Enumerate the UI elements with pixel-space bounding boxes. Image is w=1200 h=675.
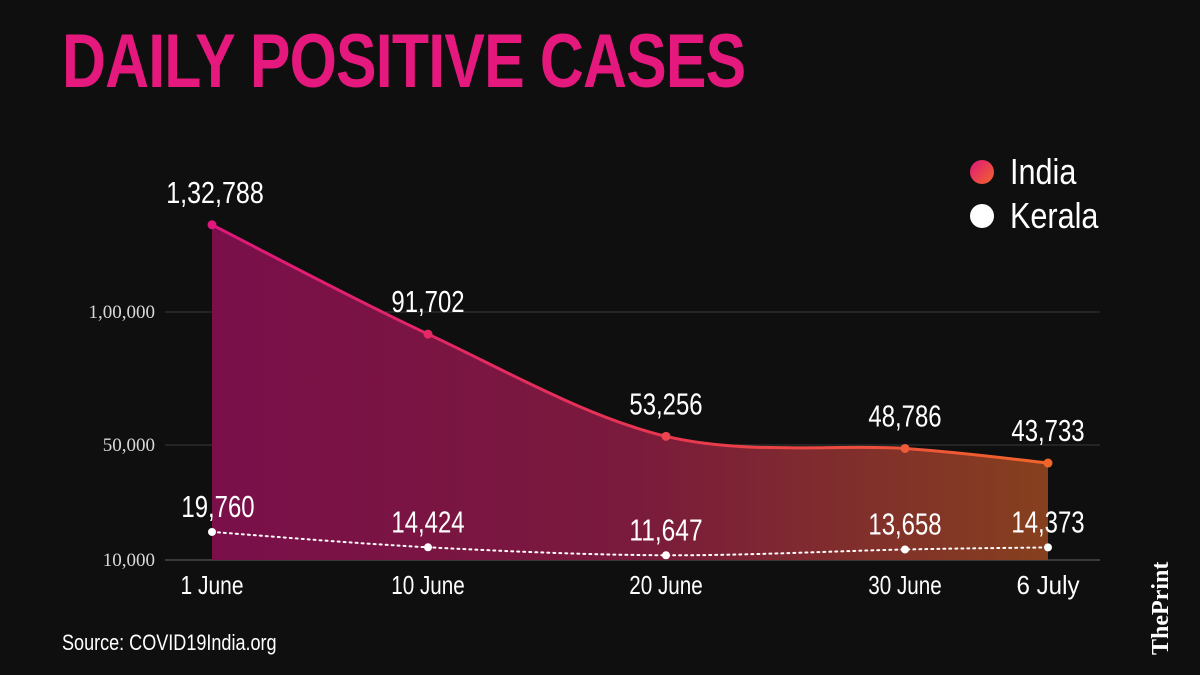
- india-data-label: 53,256: [629, 386, 702, 421]
- kerala-series-line: [211, 530, 1049, 557]
- y-axis: 10,000 50,000 1,00,000: [89, 302, 156, 571]
- data-labels: 1,32,788 91,702 53,256 48,786 43,733 19,760 14…: [166, 175, 1084, 547]
- india-data-label: 43,733: [1011, 413, 1084, 448]
- x-axis: 1 June 10 June 20 June 30 June 6 July: [181, 570, 1080, 600]
- india-data-label: 48,786: [868, 398, 941, 433]
- x-tick-label: 10 June: [391, 570, 465, 600]
- kerala-point: [424, 543, 432, 552]
- kerala-point: [901, 545, 909, 554]
- india-point: [661, 431, 671, 441]
- legend-item-kerala: Kerala: [970, 194, 1114, 238]
- source-note: Source: COVID19India.org: [62, 630, 277, 655]
- series-lines: [211, 223, 1049, 557]
- india-data-label: 91,702: [391, 284, 464, 319]
- legend-label-kerala: Kerala: [1010, 195, 1099, 236]
- x-tick-label: 1 June: [181, 570, 244, 600]
- y-tick-label: 50,000: [103, 435, 155, 456]
- kerala-data-label: 19,760: [181, 489, 254, 524]
- chart-title: DAILY POSITIVE CASES: [62, 19, 746, 104]
- x-tick-label: 30 June: [868, 570, 942, 600]
- legend: India Kerala: [970, 150, 1114, 238]
- legend-item-india: India: [970, 150, 1114, 194]
- india-point: [900, 443, 910, 453]
- y-tick-label: 1,00,000: [89, 302, 156, 323]
- kerala-data-label: 14,373: [1011, 504, 1084, 539]
- x-tick-label: 6 July: [1017, 570, 1080, 600]
- kerala-data-label: 11,647: [629, 512, 702, 547]
- data-points: [207, 220, 1053, 560]
- kerala-point: [662, 551, 670, 560]
- india-area: [212, 224, 1048, 560]
- legend-swatch-india: [970, 160, 994, 184]
- kerala-point: [1044, 543, 1052, 552]
- legend-swatch-kerala: [970, 204, 994, 228]
- y-tick-label: 10,000: [103, 550, 155, 571]
- x-tick-label: 20 June: [629, 570, 703, 600]
- india-data-label: 1,32,788: [166, 175, 264, 210]
- legend-label-india: India: [1010, 151, 1077, 192]
- india-point: [423, 329, 433, 339]
- india-point: [1043, 458, 1053, 468]
- brand-logo: ThePrint: [1148, 561, 1174, 655]
- kerala-data-label: 14,424: [391, 504, 464, 539]
- india-series-line: [211, 223, 1049, 465]
- kerala-data-label: 13,658: [868, 506, 941, 541]
- india-point: [207, 220, 217, 230]
- kerala-point: [208, 527, 216, 536]
- india-area-fill: [212, 224, 1048, 560]
